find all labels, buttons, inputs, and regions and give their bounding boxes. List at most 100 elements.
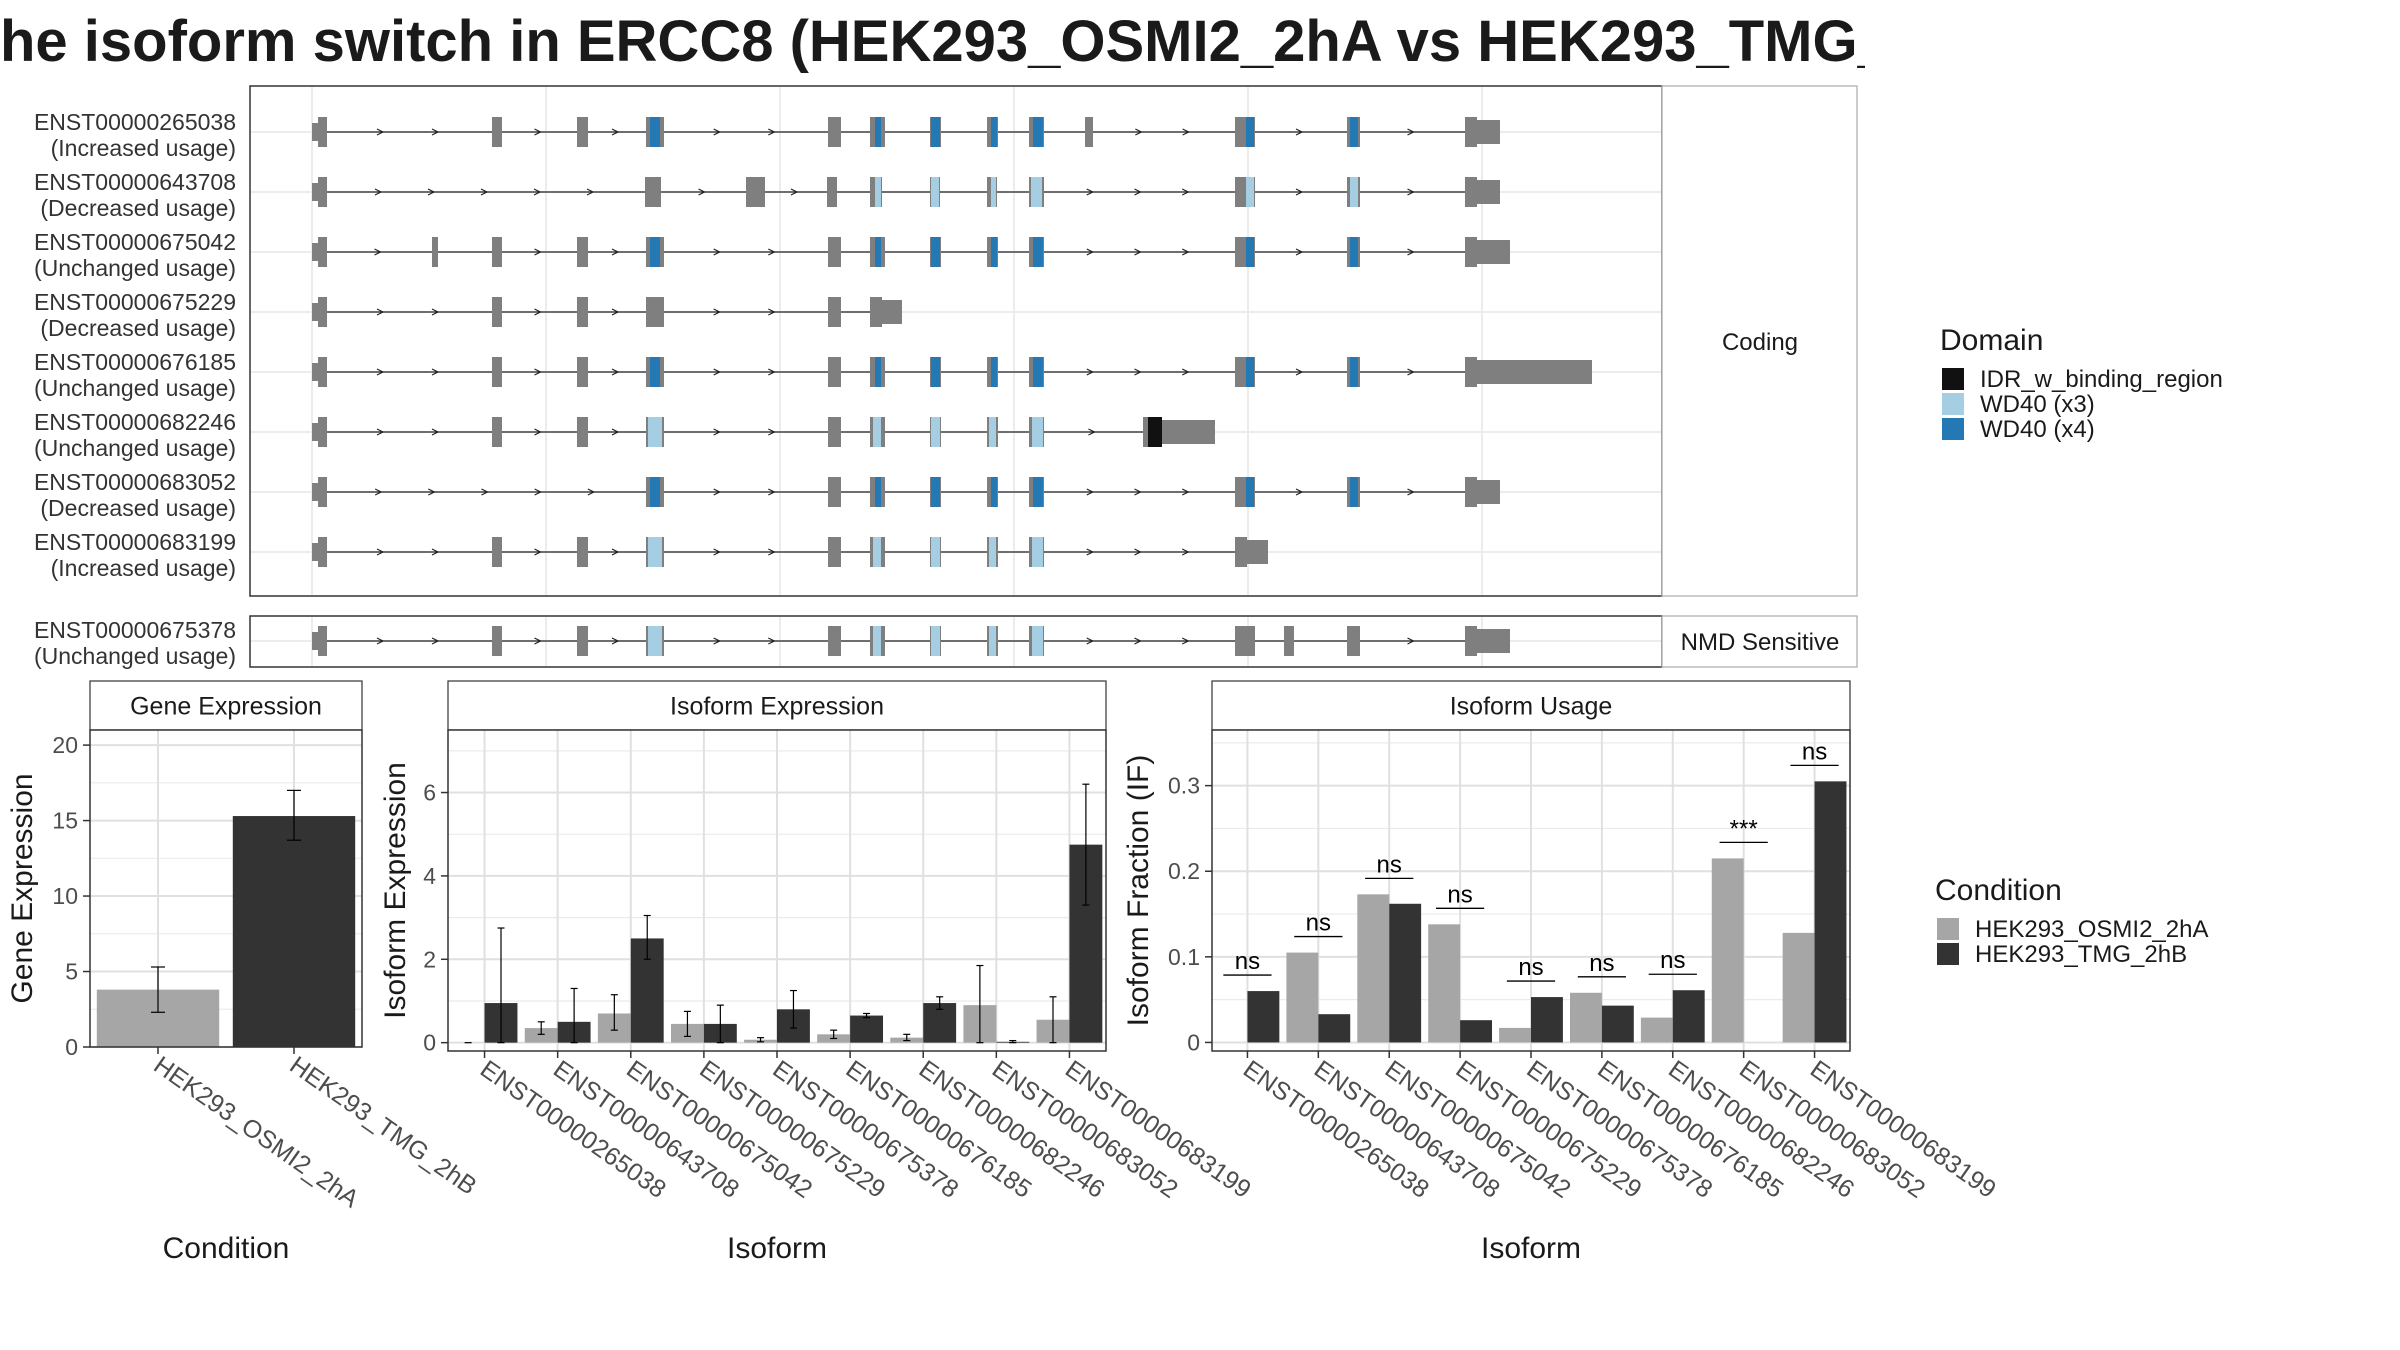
domain-block [650, 237, 660, 267]
isoform-label: ENST00000676185 [34, 349, 236, 375]
significance-label: ns [1802, 738, 1827, 765]
domain-legend-label: IDR_w_binding_region [1980, 366, 2223, 393]
exon-block [492, 357, 502, 387]
domain-block [1033, 237, 1043, 267]
bar [1389, 903, 1422, 1043]
direction-arrow [1134, 368, 1142, 376]
exon-block [318, 417, 327, 447]
utr-block [882, 300, 902, 324]
direction-arrow [431, 308, 440, 316]
transcript-ENST00000676185 [312, 357, 1592, 387]
domain-block [1033, 477, 1043, 507]
utr-block [312, 483, 318, 501]
exon-block [577, 626, 588, 656]
nmd-strip [1661, 615, 1858, 668]
isoform-label: ENST00000643708 [34, 169, 236, 195]
direction-arrow [534, 488, 543, 496]
y-tick-label: 5 [65, 959, 78, 985]
exon-block [492, 117, 502, 147]
direction-arrow [713, 308, 722, 316]
bar [1531, 997, 1563, 1043]
condition-legend-key [1937, 943, 1959, 965]
chart-2: Isoform Usage 0 0.1 0.2 0.3 ns ns ns ns ns ns ns ***… [1122, 680, 2001, 1265]
y-axis-title: Isoform Expression [379, 762, 412, 1019]
exon-block [1465, 117, 1477, 147]
isoform-label: ENST00000675378 [34, 617, 236, 643]
direction-arrow [768, 308, 776, 316]
exon-block [492, 626, 502, 656]
exon-block [645, 177, 661, 207]
domain-block [648, 626, 662, 656]
direction-arrow [534, 548, 542, 556]
exon-block [828, 297, 841, 327]
direction-arrow [1295, 488, 1304, 496]
utr-block [312, 183, 318, 201]
domain-block [1350, 357, 1358, 387]
bar [1569, 992, 1602, 1043]
domain-legend-label: WD40 (x3) [1980, 391, 2095, 418]
y-tick-label: 0 [65, 1034, 78, 1060]
significance-label: ns [1518, 954, 1543, 981]
transcript-ENST00000682246 [312, 417, 1215, 447]
exon-block [318, 477, 327, 507]
direction-arrow [481, 488, 489, 496]
isoform-usage-label: (Unchanged usage) [34, 435, 236, 461]
direction-arrow [611, 128, 620, 136]
exon-block [577, 417, 588, 447]
coding-panel [249, 85, 1663, 597]
direction-arrow [1407, 368, 1415, 376]
direction-arrow [1134, 488, 1142, 496]
utr-block [312, 363, 318, 381]
domain-legend-label: WD40 (x4) [1980, 416, 2095, 443]
exon-block [577, 237, 588, 267]
condition-legend-key [1937, 918, 1959, 940]
isoform-label: ENST00000675229 [34, 289, 236, 315]
y-axis-title: Isoform Fraction (IF) [1122, 755, 1155, 1027]
exon-block [1465, 626, 1477, 656]
direction-arrow [1134, 637, 1142, 645]
direction-arrow [1407, 488, 1415, 496]
isoform-label: ENST00000683199 [34, 529, 236, 555]
direction-arrow [1086, 188, 1095, 196]
direction-arrow [768, 488, 776, 496]
domain-legend-title: Domain [1940, 324, 2043, 357]
exon-block [1465, 177, 1477, 207]
exon-block [318, 237, 327, 267]
direction-arrow [713, 368, 722, 376]
direction-arrow [611, 248, 620, 256]
significance-label: ns [1306, 910, 1331, 937]
significance-label: ns [1447, 881, 1472, 908]
exon-block [1235, 626, 1255, 656]
direction-arrow [534, 368, 542, 376]
exon-block [577, 537, 588, 567]
transcript-ENST00000675229 [312, 297, 902, 327]
plot-border [89, 729, 363, 1048]
bar [524, 1028, 558, 1043]
exon-block [827, 177, 837, 207]
bar [850, 1015, 884, 1043]
chart-title: Isoform Expression [670, 693, 884, 721]
domain-block [1031, 177, 1042, 207]
domain-block [875, 117, 881, 147]
direction-arrow [374, 248, 382, 256]
y-tick-label: 10 [52, 883, 78, 909]
domain-block [650, 117, 660, 147]
direction-arrow [1086, 488, 1095, 496]
isoform-usage-label: (Decreased usage) [40, 315, 236, 341]
direction-arrow [431, 128, 440, 136]
direction-arrow [1181, 368, 1190, 376]
direction-arrow [713, 128, 722, 136]
domain-block [931, 477, 940, 507]
domain-block [1246, 117, 1254, 147]
bar [1286, 952, 1319, 1043]
domain-block [648, 417, 662, 447]
direction-arrow [1086, 637, 1095, 645]
transcript-ENST00000675378 [312, 626, 1510, 656]
exon-block [318, 297, 327, 327]
direction-arrow [376, 637, 385, 645]
y-tick-label: 0.1 [1168, 944, 1200, 970]
domain-block [1350, 117, 1358, 147]
isoform-usage-label: (Decreased usage) [40, 195, 236, 221]
utr-block [1155, 420, 1215, 444]
